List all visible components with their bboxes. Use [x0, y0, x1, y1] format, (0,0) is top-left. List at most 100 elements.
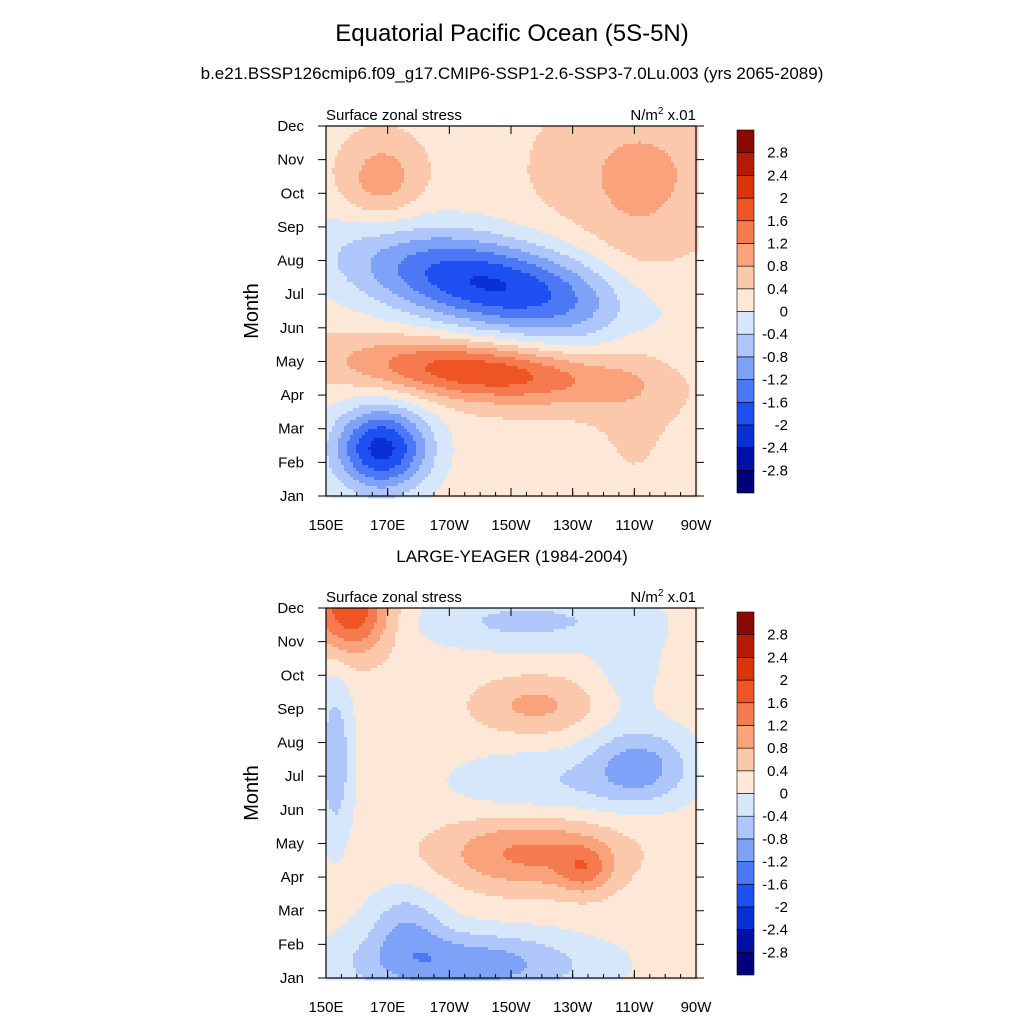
colorbar-swatch: [737, 657, 754, 680]
colorbar-swatch: [737, 266, 754, 289]
colorbar-label: -0.4: [762, 808, 788, 825]
colorbar-swatch: [737, 952, 754, 975]
colorbar-swatch: [737, 816, 754, 839]
colorbar-label: 0: [780, 786, 788, 803]
x-tick-label: 150E: [308, 517, 343, 534]
colorbar-label: -1.2: [762, 372, 788, 389]
colorbar-label: -2: [775, 417, 788, 434]
colorbar-swatch: [737, 612, 754, 635]
y-tick-label: Aug: [277, 253, 304, 270]
colorbar-label: 0.8: [767, 740, 788, 757]
colorbar-swatch: [737, 448, 754, 471]
x-tick-label: 170E: [370, 999, 405, 1016]
colorbar-label: 2.8: [767, 627, 788, 644]
colorbar-swatch: [737, 635, 754, 658]
panel-left-label: Surface zonal stress: [326, 107, 462, 124]
y-tick-label: Feb: [278, 936, 304, 953]
y-tick-label: Jun: [280, 802, 304, 819]
y-axis-label: Month: [241, 283, 263, 339]
colorbar-label: -2.4: [762, 922, 788, 939]
y-tick-label: Oct: [281, 185, 305, 202]
y-tick-label: Jul: [285, 768, 304, 785]
panel-left-label: Surface zonal stress: [326, 589, 462, 606]
x-tick-label: 170W: [430, 517, 470, 534]
colorbar-label: 2.4: [767, 649, 788, 666]
y-tick-label: Nov: [277, 634, 304, 651]
colorbar-label: 1.2: [767, 235, 788, 252]
colorbar-label: -0.4: [762, 326, 788, 343]
colorbar-label: 2.4: [767, 167, 788, 184]
colorbar-swatch: [737, 130, 754, 153]
colorbar-label: 1.6: [767, 695, 788, 712]
y-tick-label: Jul: [285, 286, 304, 303]
y-tick-label: Jan: [280, 970, 304, 987]
colorbar-swatch: [737, 907, 754, 930]
colorbar-label: -1.2: [762, 854, 788, 871]
colorbar-swatch: [737, 839, 754, 862]
colorbar-swatch: [737, 153, 754, 176]
y-tick-label: Apr: [281, 869, 304, 886]
colorbar-swatch: [737, 198, 754, 221]
panel-units-label: N/m2 x.01: [630, 106, 696, 124]
y-tick-label: Sep: [277, 219, 304, 236]
colorbar-label: 1.2: [767, 717, 788, 734]
y-tick-label: Sep: [277, 701, 304, 718]
colorbar-label: 0.4: [767, 281, 788, 298]
x-tick-label: 170E: [370, 517, 405, 534]
x-tick-label: 150W: [491, 517, 531, 534]
colorbar-swatch: [737, 794, 754, 817]
x-tick-label: 130W: [553, 517, 593, 534]
y-tick-label: May: [276, 353, 305, 370]
colorbar-label: -1.6: [762, 394, 788, 411]
colorbar-label: -2.4: [762, 440, 788, 457]
colorbar-swatch: [737, 402, 754, 425]
colorbar-label: 2.8: [767, 145, 788, 162]
x-tick-label: 150E: [308, 999, 343, 1016]
colorbar-swatch: [737, 680, 754, 703]
panel-units-label: N/m2 x.01: [630, 588, 696, 606]
y-tick-label: Dec: [277, 600, 304, 617]
y-tick-label: May: [276, 835, 305, 852]
colorbar-label: -2: [775, 899, 788, 916]
colorbar-label: 2: [780, 672, 788, 689]
colorbar-swatch: [737, 884, 754, 907]
colorbar-swatch: [737, 289, 754, 312]
colorbar-label: 0: [780, 304, 788, 321]
colorbar-label: 0.8: [767, 258, 788, 275]
colorbar-swatch: [737, 725, 754, 748]
colorbar-label: -0.8: [762, 349, 788, 366]
colorbar-swatch: [737, 425, 754, 448]
colorbar-label: -2.8: [762, 944, 788, 961]
colorbar-label: -0.8: [762, 831, 788, 848]
y-tick-label: Mar: [278, 421, 304, 438]
contour-field-1: [326, 126, 698, 498]
colorbar-label: 1.6: [767, 213, 788, 230]
colorbar-swatch: [737, 357, 754, 380]
colorbar-swatch: [737, 862, 754, 885]
x-tick-label: 130W: [553, 999, 593, 1016]
colorbar-swatch: [737, 470, 754, 493]
x-tick-label: 110W: [615, 517, 654, 534]
y-tick-label: Nov: [277, 152, 304, 169]
y-tick-label: Oct: [281, 667, 305, 684]
colorbar-swatch: [737, 243, 754, 266]
contour-field-2: [326, 608, 698, 980]
x-tick-label: 170W: [430, 999, 470, 1016]
x-tick-label: 90W: [681, 517, 713, 534]
x-tick-label: 110W: [615, 999, 654, 1016]
y-axis-label: Month: [241, 765, 263, 821]
colorbar-swatch: [737, 380, 754, 403]
x-tick-label: 150W: [491, 999, 531, 1016]
y-tick-label: Dec: [277, 118, 304, 135]
colorbar-label: -1.6: [762, 876, 788, 893]
x-tick-label: 90W: [681, 999, 713, 1016]
colorbar-swatch: [737, 312, 754, 335]
colorbar-swatch: [737, 334, 754, 357]
colorbar-swatch: [737, 221, 754, 244]
colorbar-swatch: [737, 703, 754, 726]
y-tick-label: Mar: [278, 903, 304, 920]
y-tick-label: Aug: [277, 735, 304, 752]
y-tick-label: Jun: [280, 320, 304, 337]
colorbar-swatch: [737, 771, 754, 794]
